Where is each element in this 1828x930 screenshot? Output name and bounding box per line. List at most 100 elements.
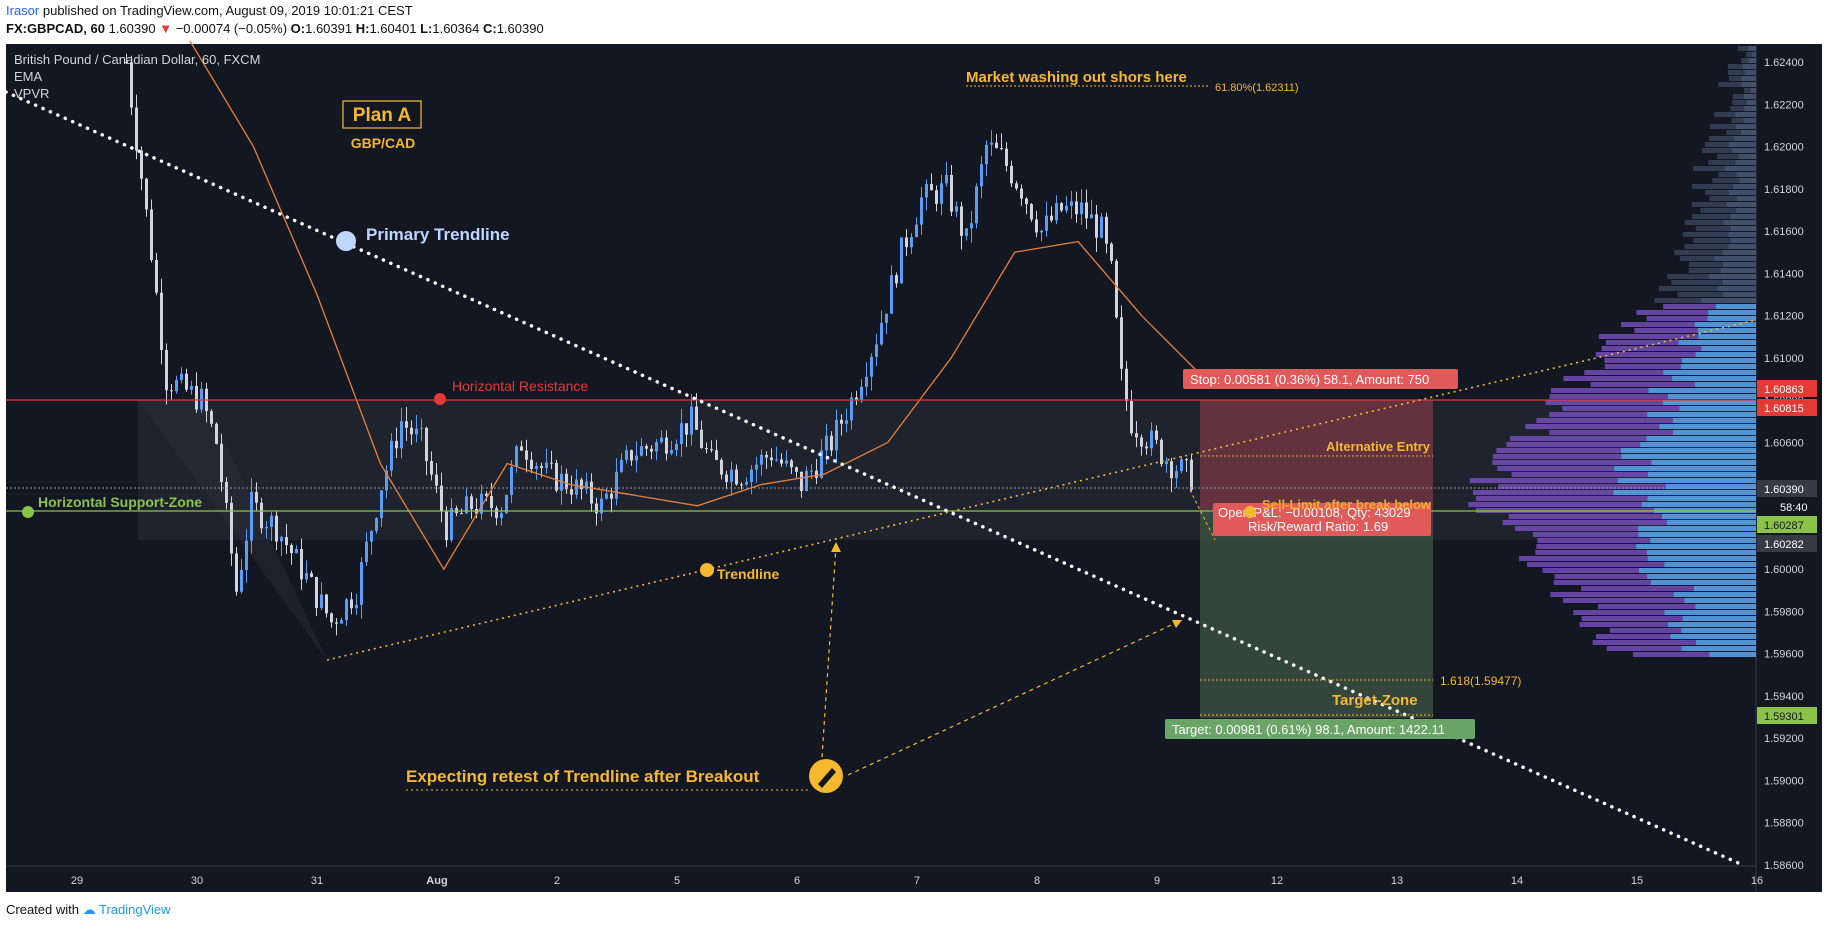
legend-vpvr[interactable]: VPVR <box>14 86 49 101</box>
high-label: H: <box>355 21 370 36</box>
volume-bar-sell <box>1692 184 1734 189</box>
candle-body <box>1070 201 1073 206</box>
candle-body <box>535 465 538 469</box>
target-info-box[interactable] <box>1165 719 1475 739</box>
volume-bar-buy <box>1735 208 1756 213</box>
volume-bar-sell <box>1596 634 1671 639</box>
resistance-marker-icon[interactable] <box>434 393 446 405</box>
candle-body <box>635 455 638 461</box>
primary-trendline-marker-icon[interactable] <box>336 231 356 251</box>
countdown-tag <box>1757 498 1817 515</box>
time-tick-13: 15 <box>1631 875 1643 887</box>
price-tick-1: 1.62200 <box>1764 99 1804 111</box>
volume-bar-buy <box>1726 202 1756 207</box>
tradingview-brand[interactable]: TradingView <box>99 902 171 917</box>
volume-bar-sell <box>1536 544 1637 549</box>
volume-bar-buy <box>1664 610 1756 615</box>
high-value: 1.60401 <box>369 21 417 36</box>
support-price-tag-a <box>1757 516 1817 533</box>
volume-bar-sell <box>1581 616 1683 621</box>
volume-bar-buy <box>1695 640 1756 645</box>
candle-body <box>915 224 918 238</box>
candle-body <box>600 498 603 514</box>
volume-bar-sell <box>1508 514 1662 519</box>
fib-1618-label: 1.618(1.59477) <box>1440 674 1521 688</box>
candle-body <box>1170 461 1173 479</box>
entry-marker-icon[interactable] <box>1244 506 1256 518</box>
volume-bar-sell <box>1695 226 1731 231</box>
volume-bar-sell <box>1553 580 1651 585</box>
candle-body <box>325 594 328 614</box>
candle-body <box>740 484 743 486</box>
candle-body <box>295 548 298 554</box>
volume-bar-sell <box>1727 64 1743 69</box>
candle-body <box>165 350 168 391</box>
volume-bar-sell <box>1604 364 1681 369</box>
candle-body <box>1190 459 1193 490</box>
candle-body <box>755 464 758 470</box>
candle-body <box>760 454 763 465</box>
volume-bar-buy <box>1694 382 1756 387</box>
candle-body <box>1155 430 1158 440</box>
candle-body <box>330 613 333 623</box>
volume-bar-buy <box>1717 286 1756 291</box>
candle-body <box>790 460 793 468</box>
volume-bar-buy <box>1743 118 1756 123</box>
volume-bar-buy <box>1728 244 1756 249</box>
open-label: O: <box>290 21 306 36</box>
volume-bar-buy <box>1638 532 1756 537</box>
price-tick-19: 1.58600 <box>1764 860 1804 872</box>
volume-bar-buy <box>1647 556 1756 561</box>
candle-body <box>1040 230 1043 233</box>
candle-body <box>235 553 238 592</box>
pnl-info-box[interactable] <box>1213 503 1431 536</box>
candle-body <box>310 573 313 577</box>
support-marker-icon[interactable] <box>22 506 34 518</box>
candle-body <box>375 518 378 532</box>
volume-bar-sell <box>1506 442 1641 447</box>
trendline-marker-icon[interactable] <box>700 563 714 577</box>
candle-body <box>220 443 223 482</box>
candle-body <box>1175 471 1178 479</box>
time-axis[interactable]: 29 30 31 Aug 2 5 6 7 8 9 12 13 14 15 16 <box>71 875 1763 887</box>
price-tick-2: 1.62000 <box>1764 142 1804 154</box>
volume-bar-sell <box>1497 466 1615 471</box>
last-price: 1.60390 <box>108 21 156 36</box>
ema-line <box>189 40 1206 571</box>
author-link[interactable]: Irasor <box>6 3 40 18</box>
candle-body <box>150 209 153 261</box>
volume-bar-sell <box>1705 142 1729 147</box>
candle-body <box>815 470 818 478</box>
published-text: published on TradingView.com, August 09,… <box>42 3 413 18</box>
candlestick-series <box>125 53 1193 636</box>
candle-body <box>285 537 288 546</box>
volume-bar-sell <box>1731 118 1744 123</box>
volume-bar-sell <box>1677 292 1724 297</box>
volume-bar-sell <box>1573 610 1665 615</box>
tradingview-logo-icon[interactable]: ☁ <box>82 902 96 917</box>
arrow-head-icon-2 <box>1172 620 1182 628</box>
volume-bar-sell <box>1510 436 1647 441</box>
price-tick-18: 1.58800 <box>1764 818 1804 830</box>
time-tick-11: 13 <box>1391 875 1403 887</box>
volume-bar-sell <box>1590 382 1695 387</box>
candle-body <box>875 344 878 357</box>
candle-body <box>480 493 483 514</box>
candle-body <box>445 511 448 541</box>
candle-body <box>345 599 348 621</box>
candle-body <box>495 508 498 519</box>
volume-bar-buy <box>1707 316 1756 321</box>
volume-bar-buy <box>1667 622 1756 627</box>
symbol-label: FX:GBPCAD, 60 <box>6 21 105 36</box>
volume-bar-buy <box>1730 238 1756 243</box>
stop-info-box[interactable] <box>1183 369 1458 389</box>
retest-arrow-2 <box>847 620 1181 776</box>
volume-bar-buy <box>1728 190 1756 195</box>
candle-body <box>245 540 248 570</box>
candle-body <box>130 62 133 108</box>
legend-ema[interactable]: EMA <box>14 69 43 84</box>
candle-body <box>850 397 853 421</box>
volume-bar-buy <box>1735 112 1756 117</box>
candle-body <box>1035 219 1038 233</box>
